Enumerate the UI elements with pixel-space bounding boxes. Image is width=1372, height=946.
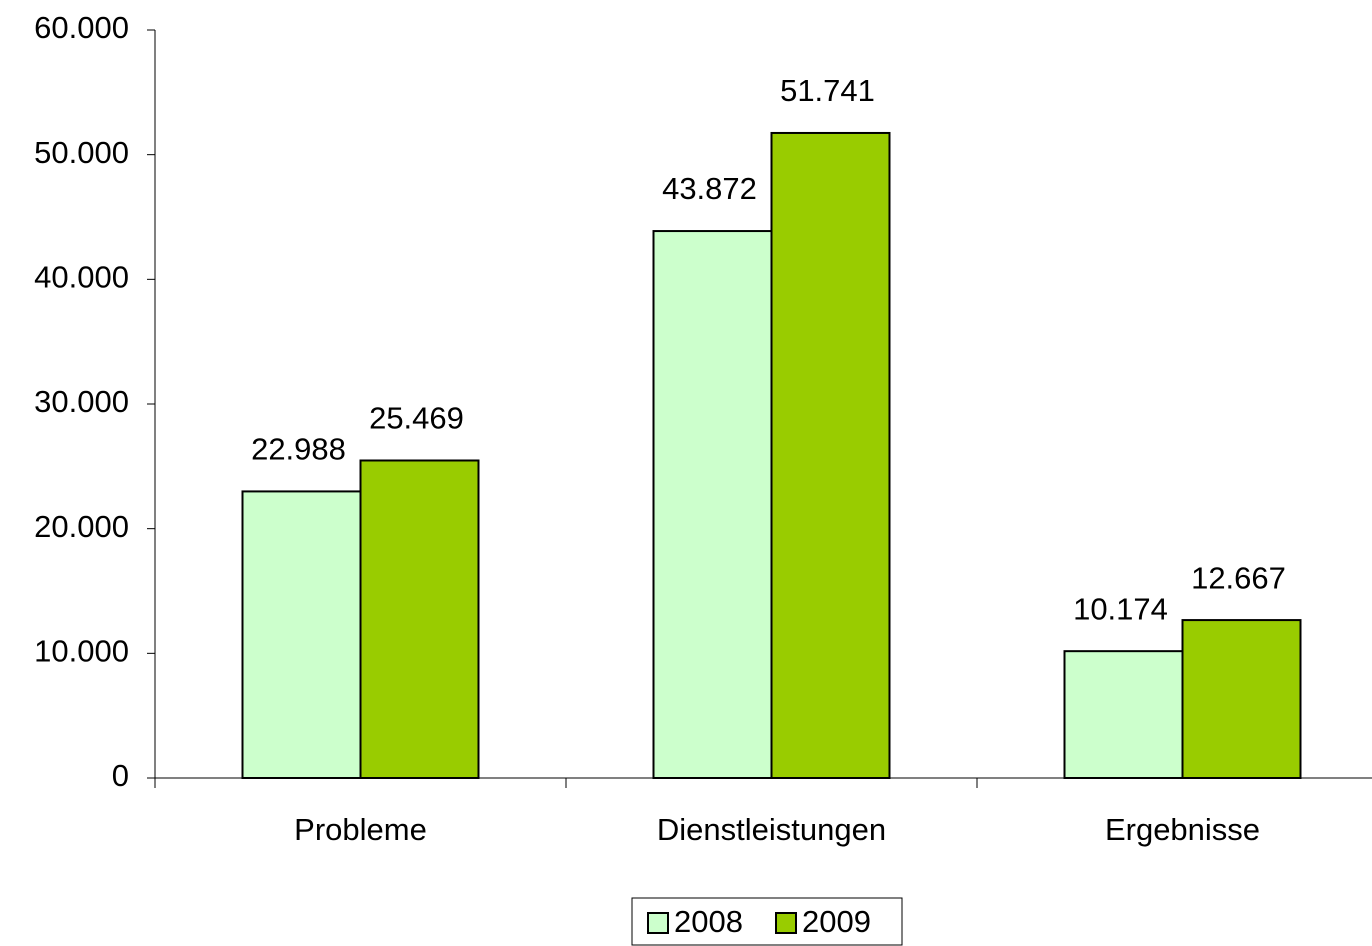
x-tick-label: Ergebnisse — [1105, 812, 1260, 847]
legend-label: 2008 — [674, 904, 743, 939]
value-label: 22.988 — [251, 432, 346, 467]
bar — [1181, 619, 1302, 779]
x-tick-label: Dienstleistungen — [657, 812, 886, 847]
y-tick-label: 0 — [112, 758, 129, 793]
y-tick-label: 50.000 — [34, 135, 129, 170]
y-tick-label: 60.000 — [34, 10, 129, 45]
y-tick-label: 10.000 — [34, 634, 129, 669]
value-label: 43.872 — [662, 171, 757, 206]
legend-box — [631, 897, 903, 946]
value-label: 51.741 — [780, 73, 875, 108]
value-label: 25.469 — [369, 401, 464, 436]
legend-label: 2009 — [802, 904, 871, 939]
value-label: 12.667 — [1191, 560, 1286, 595]
legend-swatch — [775, 912, 797, 934]
y-tick-label: 20.000 — [34, 509, 129, 544]
bar — [359, 459, 480, 779]
bar — [770, 131, 891, 779]
y-tick-label: 30.000 — [34, 384, 129, 419]
bar — [241, 490, 362, 779]
value-label: 10.174 — [1073, 591, 1168, 626]
bar — [652, 230, 773, 780]
y-tick-label: 40.000 — [34, 260, 129, 295]
legend-swatch — [647, 912, 669, 934]
x-tick-label: Probleme — [294, 812, 427, 847]
bar — [1063, 650, 1184, 779]
